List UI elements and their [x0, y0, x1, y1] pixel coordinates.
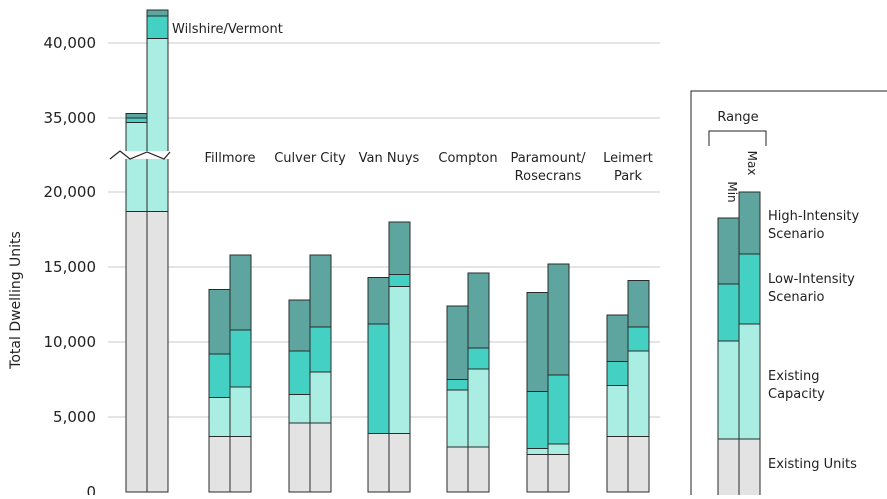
bar-min-existing-capacity-segment: [209, 398, 230, 437]
bar-min-high-intensity-segment: [289, 300, 310, 351]
legend-item-label: Scenario: [768, 227, 825, 242]
bar-min-high-intensity-segment: [209, 290, 230, 355]
bar-max-existing-capacity-segment: [147, 39, 168, 212]
bar-min-existing-units-segment: [126, 212, 147, 493]
legend-item-label: Scenario: [768, 290, 825, 305]
bar-min-low-intensity-segment: [607, 362, 628, 386]
bar-max-existing-units-segment: [548, 455, 569, 493]
bar-max-existing-capacity-segment: [310, 372, 331, 423]
bar-max-high-intensity-segment: [548, 264, 569, 375]
category-label: Wilshire/Vermont: [172, 22, 283, 37]
y-tick-label: 15,000: [44, 258, 97, 276]
bar-max-high-intensity-segment: [230, 255, 251, 330]
legend-item-label: High-Intensity: [768, 209, 859, 224]
bar-max-high-intensity-segment: [147, 10, 168, 16]
bar-max-existing-units-segment: [628, 437, 649, 493]
category-label: Rosecrans: [515, 169, 582, 184]
bar-max-existing-capacity-segment: [628, 351, 649, 437]
y-tick-label: 20,000: [44, 183, 97, 201]
bar-min-low-intensity-segment: [126, 118, 147, 123]
bar-max-high-intensity-segment: [468, 273, 489, 348]
y-tick-label: 10,000: [44, 333, 97, 351]
bar-max-existing-capacity-segment: [548, 444, 569, 455]
bar-min-existing-units-segment: [607, 437, 628, 493]
bar-min-existing-units-segment: [368, 434, 389, 493]
bar-min-high-intensity-segment: [607, 315, 628, 362]
bar-min-existing-capacity-segment: [527, 449, 548, 455]
bar-max-existing-units-segment: [310, 423, 331, 492]
legend-min-high-intensity-swatch: [718, 218, 739, 284]
bar-max-existing-units-segment: [389, 434, 410, 493]
bar-max-low-intensity-segment: [468, 348, 489, 369]
category-label: Compton: [438, 151, 497, 166]
bar-min-high-intensity-segment: [368, 278, 389, 325]
legend-item-label: Existing Units: [768, 457, 857, 472]
bar-max-low-intensity-segment: [548, 375, 569, 444]
legend-min-low-intensity-swatch: [718, 284, 739, 341]
bar-max-existing-capacity-segment: [389, 287, 410, 434]
legend-max-low-intensity-swatch: [739, 254, 760, 324]
bar-max-existing-capacity-segment: [230, 387, 251, 437]
bar-min-existing-capacity-segment: [447, 390, 468, 447]
category-label: Fillmore: [204, 151, 255, 166]
bar-min-existing-capacity-segment: [126, 123, 147, 212]
bar-min-existing-units-segment: [289, 423, 310, 492]
y-tick-label: 35,000: [44, 109, 97, 127]
legend-min-existing-units-swatch: [718, 439, 739, 495]
bar-max-high-intensity-segment: [628, 281, 649, 328]
bar-min-existing-units-segment: [209, 437, 230, 493]
bar-max-existing-units-segment: [147, 212, 168, 493]
legend-item-label: Existing: [768, 369, 820, 384]
bar-min-high-intensity-segment: [126, 114, 147, 119]
bar-max-low-intensity-segment: [147, 16, 168, 39]
legend-title: Range: [717, 110, 758, 125]
bar-max-existing-units-segment: [468, 447, 489, 492]
legend-max-label: Max: [745, 151, 759, 176]
y-tick-label: 5,000: [53, 408, 96, 426]
bar-min-existing-capacity-segment: [289, 395, 310, 424]
legend-min-existing-capacity-swatch: [718, 341, 739, 439]
legend-max-high-intensity-swatch: [739, 192, 760, 254]
bar-max-low-intensity-segment: [310, 327, 331, 372]
category-label: Paramount/: [510, 151, 586, 166]
bar-min-existing-capacity-segment: [607, 386, 628, 437]
category-label: Van Nuys: [359, 151, 420, 166]
bar-min-low-intensity-segment: [527, 392, 548, 449]
bar-max-low-intensity-segment: [230, 330, 251, 387]
y-axis-label: Total Dwelling Units: [8, 231, 24, 370]
y-tick-label: 0: [86, 483, 96, 495]
bar-min-high-intensity-segment: [527, 293, 548, 392]
bar-min-low-intensity-segment: [447, 380, 468, 391]
category-label: Park: [614, 169, 643, 184]
bar-min-low-intensity-segment: [289, 351, 310, 395]
legend-max-existing-units-swatch: [739, 439, 760, 495]
bar-min-high-intensity-segment: [447, 306, 468, 380]
bar-min-existing-units-segment: [527, 455, 548, 493]
category-label: Leimert: [603, 151, 653, 166]
legend-max-existing-capacity-swatch: [739, 324, 760, 439]
bar-max-low-intensity-segment: [628, 327, 649, 351]
category-label: Culver City: [274, 151, 346, 166]
legend-item-label: Capacity: [768, 387, 825, 402]
bar-max-high-intensity-segment: [310, 255, 331, 327]
legend-item-label: Low-Intensity: [768, 272, 855, 287]
bar-max-high-intensity-segment: [389, 222, 410, 275]
bar-max-low-intensity-segment: [389, 275, 410, 287]
bar-max-existing-units-segment: [230, 437, 251, 493]
y-tick-label: 40,000: [44, 34, 97, 52]
legend-min-label: Min: [725, 181, 739, 202]
bar-min-existing-units-segment: [447, 447, 468, 492]
bar-min-low-intensity-segment: [368, 324, 389, 434]
bar-min-low-intensity-segment: [209, 354, 230, 398]
bar-max-existing-capacity-segment: [468, 369, 489, 447]
